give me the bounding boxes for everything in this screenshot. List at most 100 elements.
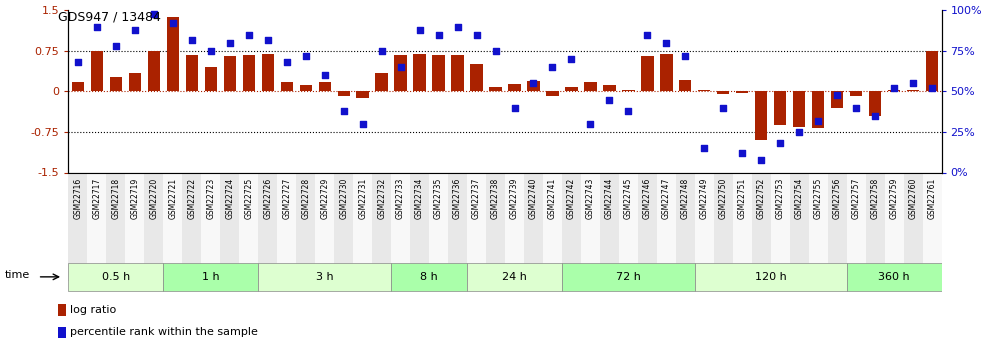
Bar <box>58 304 66 316</box>
Bar <box>486 172 506 281</box>
Text: GSM22730: GSM22730 <box>339 178 348 219</box>
Point <box>545 64 561 70</box>
Bar <box>144 172 163 281</box>
Bar <box>414 53 426 91</box>
Point <box>810 118 826 124</box>
Bar <box>736 91 748 92</box>
Bar <box>373 172 391 281</box>
Bar <box>774 91 786 125</box>
Bar <box>752 172 770 281</box>
Bar <box>262 53 274 91</box>
Text: GSM22744: GSM22744 <box>605 178 614 219</box>
Bar <box>467 172 486 281</box>
Point <box>829 92 845 97</box>
Text: GSM22752: GSM22752 <box>756 178 765 219</box>
Bar <box>922 172 942 281</box>
Bar <box>318 82 331 91</box>
Bar <box>489 87 501 91</box>
Bar <box>679 80 692 91</box>
Text: GSM22739: GSM22739 <box>510 178 519 219</box>
Point <box>792 129 808 135</box>
Bar <box>148 51 160 91</box>
Bar <box>182 172 201 281</box>
Bar <box>391 263 467 291</box>
Bar <box>866 172 884 281</box>
Text: GSM22746: GSM22746 <box>642 178 652 219</box>
Bar <box>429 172 448 281</box>
Text: time: time <box>5 270 30 280</box>
Bar <box>68 172 88 281</box>
Bar <box>603 85 615 91</box>
Text: GSM22735: GSM22735 <box>434 178 443 219</box>
Text: GSM22718: GSM22718 <box>112 178 121 219</box>
Bar <box>129 72 141 91</box>
Bar <box>831 91 843 108</box>
Text: percentile rank within the sample: percentile rank within the sample <box>69 327 258 337</box>
Bar <box>410 172 429 281</box>
Point <box>298 53 314 59</box>
Bar <box>204 67 217 91</box>
Text: GDS947 / 13484: GDS947 / 13484 <box>58 10 161 23</box>
Text: 0.5 h: 0.5 h <box>102 272 130 282</box>
Text: GSM22732: GSM22732 <box>378 178 386 219</box>
Point <box>202 48 219 54</box>
Point <box>582 121 598 127</box>
Text: GSM22721: GSM22721 <box>168 178 177 219</box>
Text: GSM22751: GSM22751 <box>738 178 747 219</box>
Bar <box>337 91 349 96</box>
Bar <box>201 172 221 281</box>
Bar <box>243 55 255 91</box>
Bar <box>376 72 388 91</box>
Point <box>241 32 257 38</box>
Bar <box>91 51 103 91</box>
Bar <box>71 82 85 91</box>
Bar <box>809 172 828 281</box>
Bar <box>353 172 373 281</box>
Text: 8 h: 8 h <box>420 272 438 282</box>
Point <box>165 21 181 26</box>
Text: GSM22745: GSM22745 <box>624 178 632 219</box>
Text: 24 h: 24 h <box>502 272 527 282</box>
Text: GSM22738: GSM22738 <box>491 178 500 219</box>
Bar <box>451 55 464 91</box>
Bar <box>733 172 752 281</box>
Text: GSM22753: GSM22753 <box>775 178 784 219</box>
Text: 1 h: 1 h <box>202 272 220 282</box>
Bar <box>907 90 919 91</box>
Bar <box>334 172 353 281</box>
Point <box>335 108 351 114</box>
Bar <box>884 172 903 281</box>
Bar <box>641 56 654 91</box>
Text: GSM22761: GSM22761 <box>927 178 937 219</box>
Bar <box>299 85 312 91</box>
Point <box>127 27 143 32</box>
Text: GSM22750: GSM22750 <box>719 178 728 219</box>
Bar <box>167 17 179 91</box>
Point <box>222 40 238 46</box>
Point <box>886 86 902 91</box>
Bar <box>281 82 293 91</box>
Point <box>526 80 542 86</box>
Point <box>184 37 200 42</box>
Text: GSM22716: GSM22716 <box>74 178 83 219</box>
Text: GSM22748: GSM22748 <box>681 178 690 219</box>
Text: GSM22749: GSM22749 <box>700 178 709 219</box>
Bar <box>163 172 182 281</box>
Point <box>412 27 428 32</box>
Bar <box>163 263 258 291</box>
Point <box>601 97 617 102</box>
Text: GSM22740: GSM22740 <box>529 178 538 219</box>
Text: GSM22754: GSM22754 <box>795 178 804 219</box>
Point <box>924 86 941 91</box>
Bar <box>258 172 277 281</box>
Bar <box>657 172 676 281</box>
Point <box>393 64 409 70</box>
Bar <box>637 172 657 281</box>
Bar <box>68 263 163 291</box>
Bar <box>695 263 847 291</box>
Bar <box>888 90 900 91</box>
Bar <box>240 172 258 281</box>
Point <box>89 24 105 29</box>
Point <box>431 32 447 38</box>
Bar <box>277 172 296 281</box>
